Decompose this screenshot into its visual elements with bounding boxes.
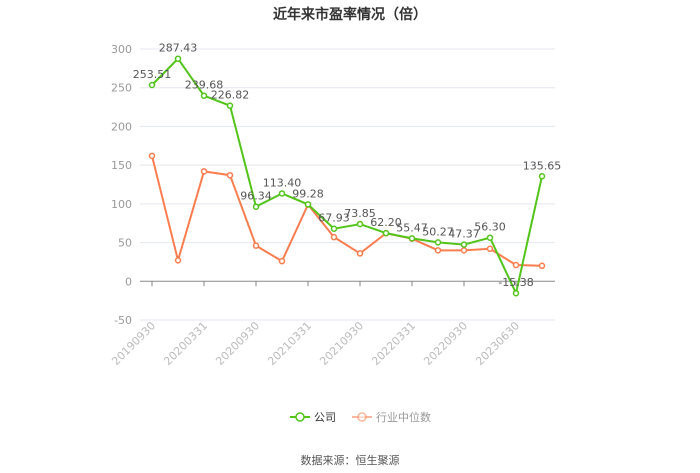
data-label: 226.82 [211,89,250,102]
data-point [330,225,338,232]
data-point [356,220,364,228]
y-tick-label: -50 [114,314,132,327]
data-point [226,102,234,109]
x-tick-label: 20230630 [473,319,522,368]
data-label: 56.30 [474,221,506,234]
y-tick-label: 250 [111,82,132,95]
y-tick-label: 50 [118,237,132,250]
data-point [252,203,260,210]
data-point [434,239,442,246]
y-tick-label: 150 [111,159,132,172]
data-point [252,242,260,249]
x-tick-label: 20200930 [213,319,262,368]
data-point [200,168,208,175]
data-point [382,229,390,237]
data-point [486,245,494,253]
y-tick-label: 100 [111,198,132,211]
y-tick-label: 200 [111,120,132,133]
data-label: 239.68 [185,79,224,92]
data-label: 135.65 [523,159,562,172]
legend-item[interactable]: 公司 [314,411,336,424]
data-point [304,201,312,208]
data-point [278,190,286,197]
data-point [434,247,442,254]
legend-marker-icon [295,412,305,422]
data-label: 99.28 [292,187,324,200]
legend-marker-icon [357,412,367,422]
x-tick-label: 20210331 [265,319,314,368]
y-tick-label: 0 [125,275,132,288]
data-point [538,173,546,180]
data-label: 96.34 [240,190,272,203]
data-label: 67.93 [318,212,350,225]
data-label: 287.43 [159,42,198,55]
data-point [174,257,182,264]
x-tick-label: 20220930 [421,319,470,368]
data-point [460,241,468,248]
data-point [174,55,182,62]
chart-title: 近年来市盈率情况（倍） [273,7,427,23]
data-label: 62.20 [370,216,402,229]
data-label: 55.47 [396,221,428,234]
series-line-行业中位数 [151,155,543,267]
data-label: 47.37 [448,228,480,241]
data-point [278,257,286,265]
data-label: -15.38 [498,276,533,289]
data-point [486,234,494,241]
data-point [460,247,468,254]
data-point [512,289,520,297]
data-point [148,152,156,160]
data-label: 113.40 [263,176,302,189]
y-tick-label: 300 [111,43,132,56]
data-point [408,235,416,242]
legend-item[interactable]: 行业中位数 [376,410,431,424]
data-point [512,261,520,269]
data-point [356,250,364,257]
data-point [148,81,156,89]
data-label: 50.27 [422,225,454,238]
data-label: 253.51 [133,68,172,81]
x-tick-label: 20220331 [369,319,418,368]
data-point [330,233,338,241]
x-tick-label: 20200331 [161,319,210,368]
series-line-公司 [151,57,543,297]
data-point [226,171,234,179]
data-label: 73.85 [344,207,376,220]
data-point [538,262,546,270]
x-tick-label: 20210930 [317,319,366,368]
data-source: 数据来源：恒生聚源 [300,454,400,467]
data-point [200,92,208,99]
